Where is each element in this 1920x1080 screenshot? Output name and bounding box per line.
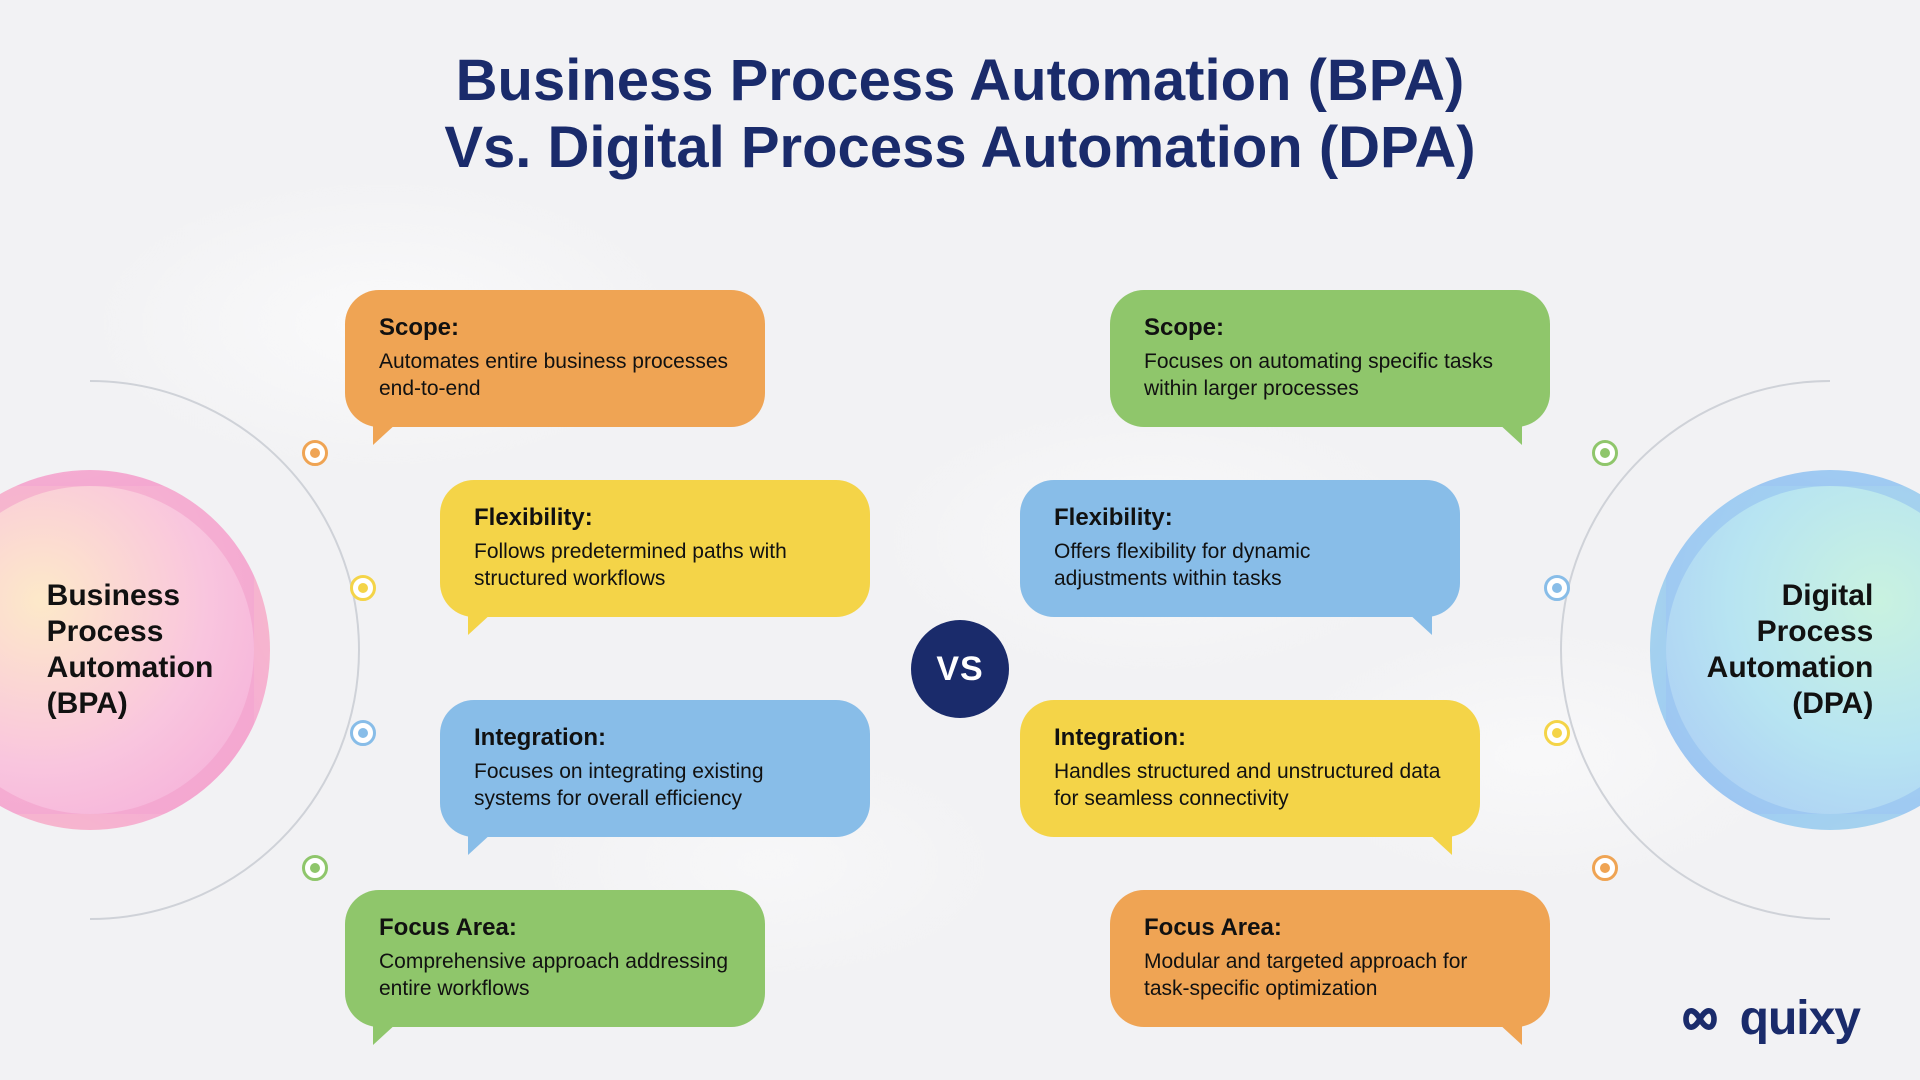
right-arc-dot-1: .dot[data-name="right-arc-dot-1"]::after… <box>1544 575 1570 601</box>
right-bubble-scope: Scope: Focuses on automating specific tas… <box>1110 290 1550 427</box>
left-bubble-focus: Focus Area: Comprehensive approach addres… <box>345 890 765 1027</box>
bubble-desc: Automates entire business processes end-… <box>379 348 731 403</box>
right-arc-dot-2: .dot[data-name="right-arc-dot-2"]::after… <box>1544 720 1570 746</box>
right-bubble-flexibility: Flexibility: Offers flexibility for dynam… <box>1020 480 1460 617</box>
bubble-heading: Flexibility: <box>1054 504 1426 532</box>
infinity-icon <box>1672 999 1728 1039</box>
left-arc-dot-1: .dot[data-name="left-arc-dot-1"]::after{… <box>350 575 376 601</box>
vs-badge: VS <box>911 620 1009 718</box>
bubble-desc: Handles structured and unstructured data… <box>1054 758 1446 813</box>
bubble-desc: Modular and targeted approach for task-s… <box>1144 948 1516 1003</box>
right-bubble-integration: Integration: Handles structured and unstr… <box>1020 700 1480 837</box>
bubble-desc: Focuses on integrating existing systems … <box>474 758 836 813</box>
left-arc-dot-0: .dot[data-name="left-arc-dot-0"]::after{… <box>302 440 328 466</box>
bubble-desc: Focuses on automating specific tasks wit… <box>1144 348 1516 403</box>
bubble-heading: Integration: <box>474 724 836 752</box>
bpa-circle-label: BusinessProcessAutomation(BPA) <box>0 578 213 722</box>
left-arc-dot-2: .dot[data-name="left-arc-dot-2"]::after{… <box>350 720 376 746</box>
right-bubble-focus: Focus Area: Modular and targeted approach… <box>1110 890 1550 1027</box>
left-bubble-flexibility: Flexibility: Follows predetermined paths … <box>440 480 870 617</box>
bubble-heading: Focus Area: <box>379 914 731 942</box>
bubble-heading: Focus Area: <box>1144 914 1516 942</box>
right-arc-dot-3: .dot[data-name="right-arc-dot-3"]::after… <box>1592 855 1618 881</box>
left-bubble-integration: Integration: Focuses on integrating exist… <box>440 700 870 837</box>
bubble-heading: Integration: <box>1054 724 1446 752</box>
left-bubble-scope: Scope: Automates entire business processe… <box>345 290 765 427</box>
right-arc-dot-0: .dot[data-name="right-arc-dot-0"]::after… <box>1592 440 1618 466</box>
bubble-heading: Scope: <box>1144 314 1516 342</box>
dpa-circle-label: DigitalProcessAutomation(DPA) <box>1707 578 1920 722</box>
bubble-desc: Comprehensive approach addressing entire… <box>379 948 731 1003</box>
bubble-desc: Follows predetermined paths with structu… <box>474 538 836 593</box>
bubble-desc: Offers flexibility for dynamic adjustmen… <box>1054 538 1426 593</box>
infographic-canvas: BusinessProcessAutomation(BPA) DigitalPr… <box>0 0 1920 1080</box>
brand-logo: quixy <box>1672 991 1860 1046</box>
bubble-heading: Scope: <box>379 314 731 342</box>
left-arc-dot-3: .dot[data-name="left-arc-dot-3"]::after{… <box>302 855 328 881</box>
bubble-heading: Flexibility: <box>474 504 836 532</box>
brand-name: quixy <box>1740 991 1860 1046</box>
